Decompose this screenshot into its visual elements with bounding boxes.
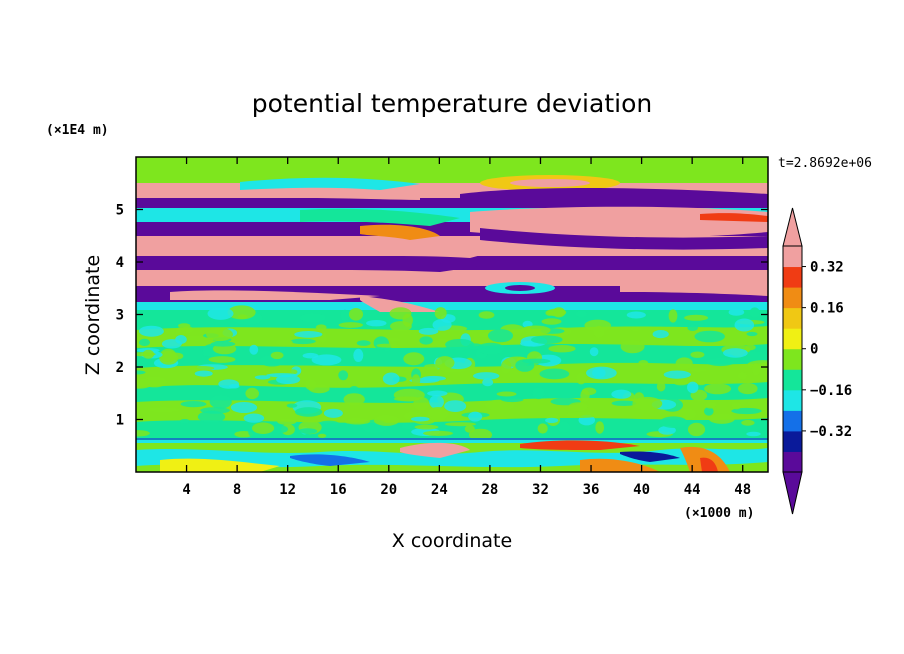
colorbar-swatch xyxy=(783,410,802,432)
y-tick-label: 1 xyxy=(116,413,124,429)
x-tick-label: 28 xyxy=(481,482,498,498)
colorbar-swatch xyxy=(783,451,802,473)
x-tick-label: 32 xyxy=(532,482,549,498)
chart-title: potential temperature deviation xyxy=(252,89,652,118)
colorbar-swatch xyxy=(783,389,802,411)
colorbar-extend-bottom xyxy=(782,471,803,515)
x-tick-label: 4 xyxy=(182,482,190,498)
x-axis-label: X coordinate xyxy=(392,530,512,552)
colorbar-swatch xyxy=(783,307,802,329)
x-tick-label: 40 xyxy=(633,482,650,498)
colorbar-swatch xyxy=(783,246,802,268)
x-tick-label: 16 xyxy=(330,482,347,498)
y-axis: 1 2 3 4 5 xyxy=(116,203,768,429)
colorbar-swatch xyxy=(783,430,802,452)
x-tick-label: 20 xyxy=(380,482,397,498)
colorbar-tick-label: 0.16 xyxy=(810,301,844,317)
y-axis-unit: (×1E4 m) xyxy=(46,123,109,138)
x-axis-unit: (×1000 m) xyxy=(684,506,754,521)
colorbar-swatch xyxy=(783,348,802,370)
x-tick-label: 44 xyxy=(684,482,701,498)
y-axis-label: Z coordinate xyxy=(82,255,104,375)
colorbar-extend-top xyxy=(782,207,803,247)
x-tick-label: 36 xyxy=(583,482,600,498)
colorbar-swatch xyxy=(783,287,802,309)
x-axis: 4 8 12 16 20 24 28 32 36 40 44 48 xyxy=(182,157,751,498)
x-tick-label: 8 xyxy=(233,482,241,498)
y-tick-label: 2 xyxy=(116,360,124,376)
x-tick-label: 12 xyxy=(279,482,296,498)
contour-field xyxy=(136,157,768,472)
colorbar-swatch xyxy=(783,328,802,350)
x-tick-label: 24 xyxy=(431,482,448,498)
y-tick-label: 5 xyxy=(116,203,124,219)
time-label: t=2.8692e+06 xyxy=(778,156,872,171)
colorbar: 0.32 0.16 0 −0.16 −0.32 xyxy=(782,207,852,515)
colorbar-frame xyxy=(782,245,803,473)
colorbar-tick-label: −0.16 xyxy=(810,383,852,399)
colorbar-swatch xyxy=(783,266,802,288)
x-tick-label: 48 xyxy=(734,482,751,498)
y-tick-label: 3 xyxy=(116,308,124,324)
colorbar-tick-label: 0.32 xyxy=(810,260,844,276)
turbulence-blotches xyxy=(136,305,768,441)
colorbar-tick-label: −0.32 xyxy=(810,424,852,440)
y-tick-label: 4 xyxy=(116,255,124,271)
colorbar-tick-label: 0 xyxy=(810,342,818,358)
colorbar-swatch xyxy=(783,369,802,391)
